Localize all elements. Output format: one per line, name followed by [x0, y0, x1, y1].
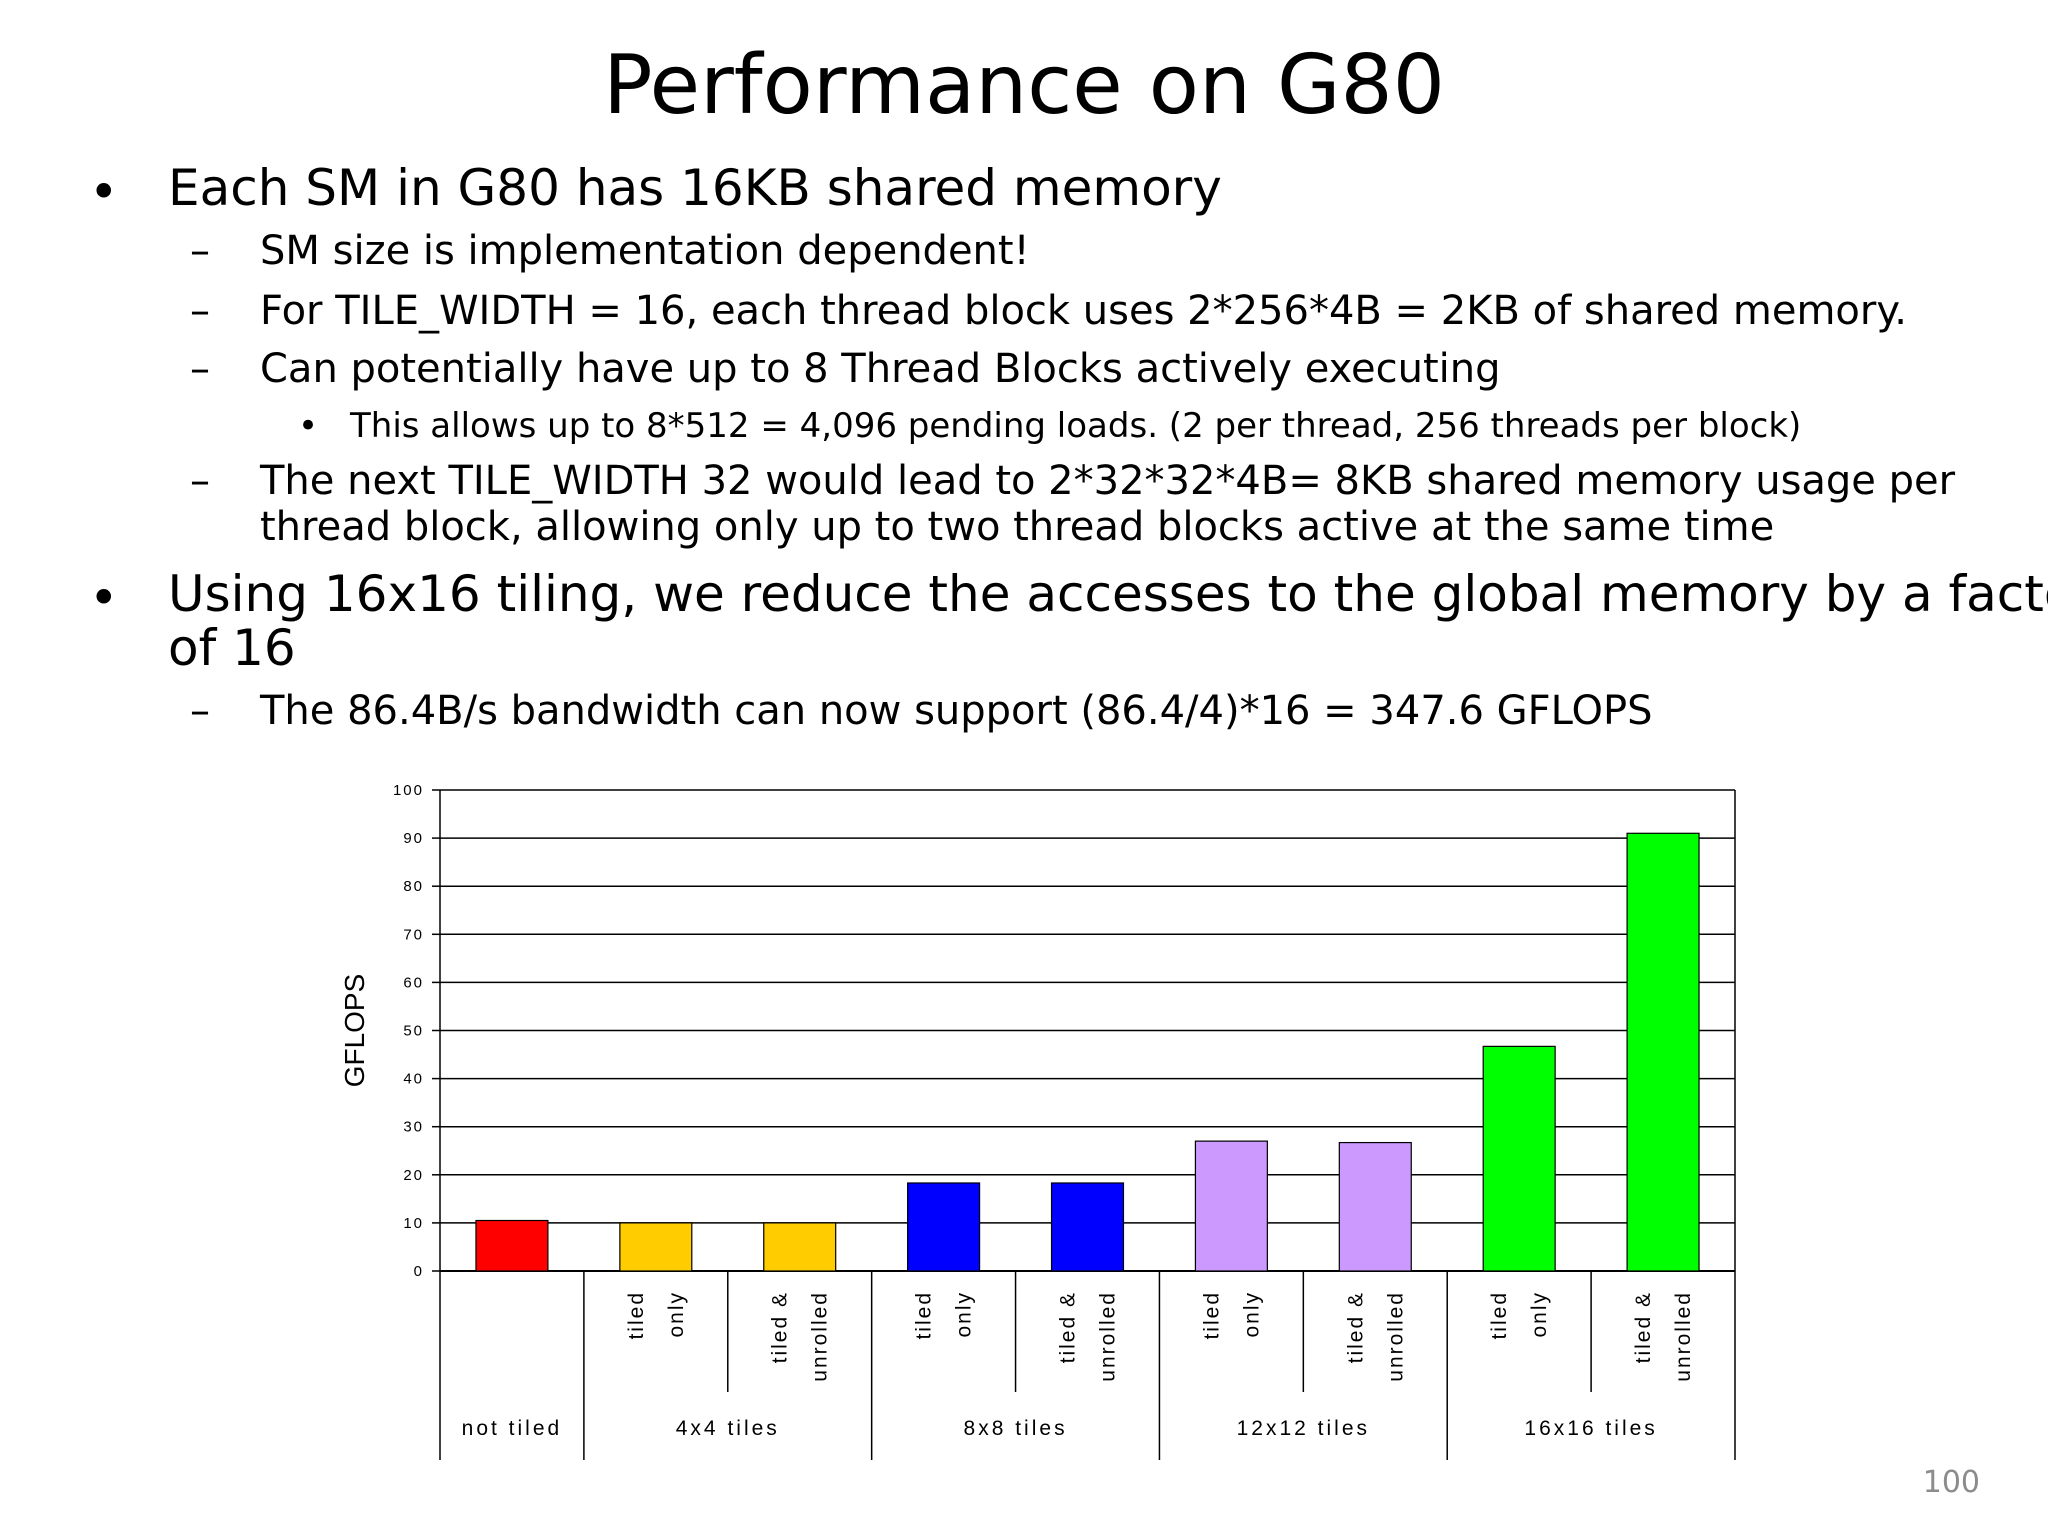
category-label: 4x4 tiles [676, 1417, 780, 1440]
bar-sublabel: only [1240, 1291, 1263, 1338]
bar-sublabel: only [1528, 1291, 1551, 1338]
bar [1050, 1182, 1125, 1272]
y-tick-label: 40 [403, 1071, 424, 1088]
bar-sublabel: unrolled [1672, 1291, 1695, 1382]
bar-sublabel: tiled & [769, 1291, 792, 1363]
bullet-marker: • [89, 163, 119, 221]
y-tick-label: 60 [403, 974, 424, 991]
category-label: not tiled [462, 1417, 563, 1440]
bullet-marker: • [298, 406, 319, 446]
bar [475, 1219, 549, 1272]
bar-sublabel: unrolled [809, 1291, 832, 1382]
gflops-bar-chart: 0 10 20 30 40 50 60 70 80 90 100 GFLOPS not tiled til… [339, 782, 1736, 1460]
bullet-text: SM size is implementation dependent! [260, 228, 1030, 274]
bar-sublabel: tiled [625, 1291, 648, 1340]
bullet-text: Each SM in G80 has 16KB shared memory [168, 159, 1222, 217]
category-label: 16x16 tiles [1524, 1417, 1657, 1440]
category-label: 8x8 tiles [964, 1417, 1068, 1440]
y-tick-label: 100 [393, 782, 424, 799]
bar [907, 1182, 981, 1272]
bar-sublabel: tiled & [1057, 1291, 1080, 1363]
y-tick-label: 20 [403, 1167, 424, 1184]
y-tick-label: 90 [403, 830, 424, 847]
bar-sublabel: only [953, 1291, 976, 1338]
bar-sublabel: unrolled [1384, 1291, 1407, 1382]
bar [1482, 1045, 1556, 1272]
bullet-text: The 86.4B/s bandwidth can now support (8… [260, 688, 1653, 734]
bullet-marker: – [190, 458, 210, 504]
bar-sublabel: tiled [1488, 1291, 1511, 1340]
bullet-text: Can potentially have up to 8 Thread Bloc… [260, 346, 1501, 392]
bullet-text: This allows up to 8*512 = 4,096 pending … [350, 406, 1802, 446]
bar [619, 1222, 693, 1272]
bullet-marker: • [89, 569, 119, 627]
slide-title: Performance on G80 [603, 38, 1445, 133]
bullet-text-continued: of 16 [168, 619, 296, 677]
bar-sublabel: tiled & [1632, 1291, 1655, 1363]
y-axis-label: GFLOPS [339, 974, 370, 1088]
y-tick-label: 0 [414, 1263, 424, 1280]
category-label: 12x12 tiles [1237, 1417, 1370, 1440]
bullet-text: The next TILE_WIDTH 32 would lead to 2*3… [260, 458, 1956, 504]
bar-sublabel: tiled [913, 1291, 936, 1340]
bullet-text: Using 16x16 tiling, we reduce the access… [168, 565, 2048, 623]
bar [763, 1222, 837, 1272]
bullet-text-continued: thread block, allowing only up to two th… [260, 504, 1775, 550]
bullet-marker: – [190, 688, 210, 734]
bar [1194, 1140, 1268, 1272]
bullet-marker: – [190, 288, 210, 334]
bar-sublabel: tiled & [1344, 1291, 1367, 1363]
y-tick-label: 70 [403, 926, 424, 943]
y-tick-label: 10 [403, 1215, 424, 1232]
y-tick-label: 30 [403, 1119, 424, 1136]
bar-sublabel: only [665, 1291, 688, 1338]
bullet-marker: – [190, 346, 210, 392]
bar-sublabel: unrolled [1097, 1291, 1120, 1382]
bar-sublabel: tiled [1200, 1291, 1223, 1340]
bar [1338, 1141, 1412, 1272]
bullet-marker: – [190, 228, 210, 274]
y-tick-label: 50 [403, 1023, 424, 1040]
y-tick-label: 80 [403, 878, 424, 895]
slide-number: 100 [1922, 1465, 1980, 1500]
bullet-text: For TILE_WIDTH = 16, each thread block u… [260, 288, 1908, 334]
bar [1626, 832, 1700, 1272]
